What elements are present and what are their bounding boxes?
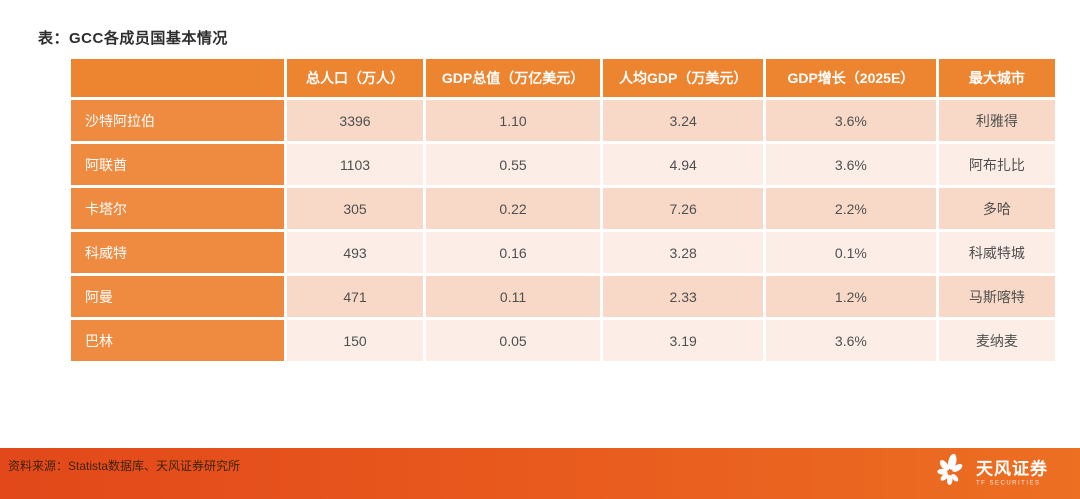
table-cell: 3.19 [603, 320, 764, 361]
table-cell: 493 [287, 232, 423, 273]
table-cell: 305 [287, 188, 423, 229]
row-label: 卡塔尔 [71, 188, 285, 229]
table-cell: 3.24 [603, 100, 764, 141]
column-header-largest-city: 最大城市 [938, 59, 1055, 97]
table-cell: 1.2% [766, 276, 936, 317]
table-cell: 2.33 [603, 276, 764, 317]
table-cell: 0.16 [425, 232, 601, 273]
table-cell: 多哈 [938, 188, 1055, 229]
tf-securities-logo: 天风证券 TF SECURITIES [931, 451, 1048, 496]
table-row: 科威特 493 0.16 3.28 0.1% 科威特城 [71, 232, 1055, 273]
table-cell: 3.6% [766, 320, 936, 361]
table-cell: 利雅得 [938, 100, 1055, 141]
column-header-gdp-per-capita: 人均GDP（万美元） [603, 59, 764, 97]
table-cell: 3.6% [766, 144, 936, 185]
column-header-gdp-total: GDP总值（万亿美元） [425, 59, 601, 97]
flower-icon [931, 451, 969, 496]
column-header-population: 总人口（万人） [287, 59, 423, 97]
table-cell: 0.1% [766, 232, 936, 273]
logo-en-text: TF SECURITIES [976, 480, 1041, 487]
logo-cn-text: 天风证券 [976, 459, 1048, 479]
table-row: 巴林 150 0.05 3.19 3.6% 麦纳麦 [71, 320, 1055, 361]
table-cell: 471 [287, 276, 423, 317]
row-label: 沙特阿拉伯 [71, 100, 285, 141]
row-label: 阿曼 [71, 276, 285, 317]
table-cell: 0.22 [425, 188, 601, 229]
gcc-table: 总人口（万人） GDP总值（万亿美元） 人均GDP（万美元） GDP增长（202… [68, 56, 1058, 364]
table-cell: 4.94 [603, 144, 764, 185]
page-title: 表：GCC各成员国基本情况 [38, 30, 228, 47]
table-cell: 0.05 [425, 320, 601, 361]
table-cell: 麦纳麦 [938, 320, 1055, 361]
table-cell: 0.55 [425, 144, 601, 185]
table-cell: 科威特城 [938, 232, 1055, 273]
table-row: 阿曼 471 0.11 2.33 1.2% 马斯喀特 [71, 276, 1055, 317]
row-label: 阿联酋 [71, 144, 285, 185]
table-cell: 马斯喀特 [938, 276, 1055, 317]
table-row: 卡塔尔 305 0.22 7.26 2.2% 多哈 [71, 188, 1055, 229]
table-row: 沙特阿拉伯 3396 1.10 3.24 3.6% 利雅得 [71, 100, 1055, 141]
table-cell: 1.10 [425, 100, 601, 141]
table-row: 阿联酋 1103 0.55 4.94 3.6% 阿布扎比 [71, 144, 1055, 185]
table-cell: 1103 [287, 144, 423, 185]
logo-text-block: 天风证券 TF SECURITIES [976, 461, 1048, 487]
table-header-row: 总人口（万人） GDP总值（万亿美元） 人均GDP（万美元） GDP增长（202… [71, 59, 1055, 97]
table-cell: 150 [287, 320, 423, 361]
table-cell: 3396 [287, 100, 423, 141]
column-header-gdp-growth: GDP增长（2025E） [766, 59, 936, 97]
table-cell: 2.2% [766, 188, 936, 229]
source-note: 资料来源：Statista数据库、天风证券研究所 [8, 459, 241, 473]
table-cell: 3.6% [766, 100, 936, 141]
table-cell: 7.26 [603, 188, 764, 229]
row-label: 巴林 [71, 320, 285, 361]
table-cell: 0.11 [425, 276, 601, 317]
footer-bar: 资料来源：Statista数据库、天风证券研究所 天风证券 [0, 448, 1080, 499]
table-cell: 3.28 [603, 232, 764, 273]
row-label: 科威特 [71, 232, 285, 273]
table-cell: 阿布扎比 [938, 144, 1055, 185]
column-header-country [71, 59, 285, 97]
